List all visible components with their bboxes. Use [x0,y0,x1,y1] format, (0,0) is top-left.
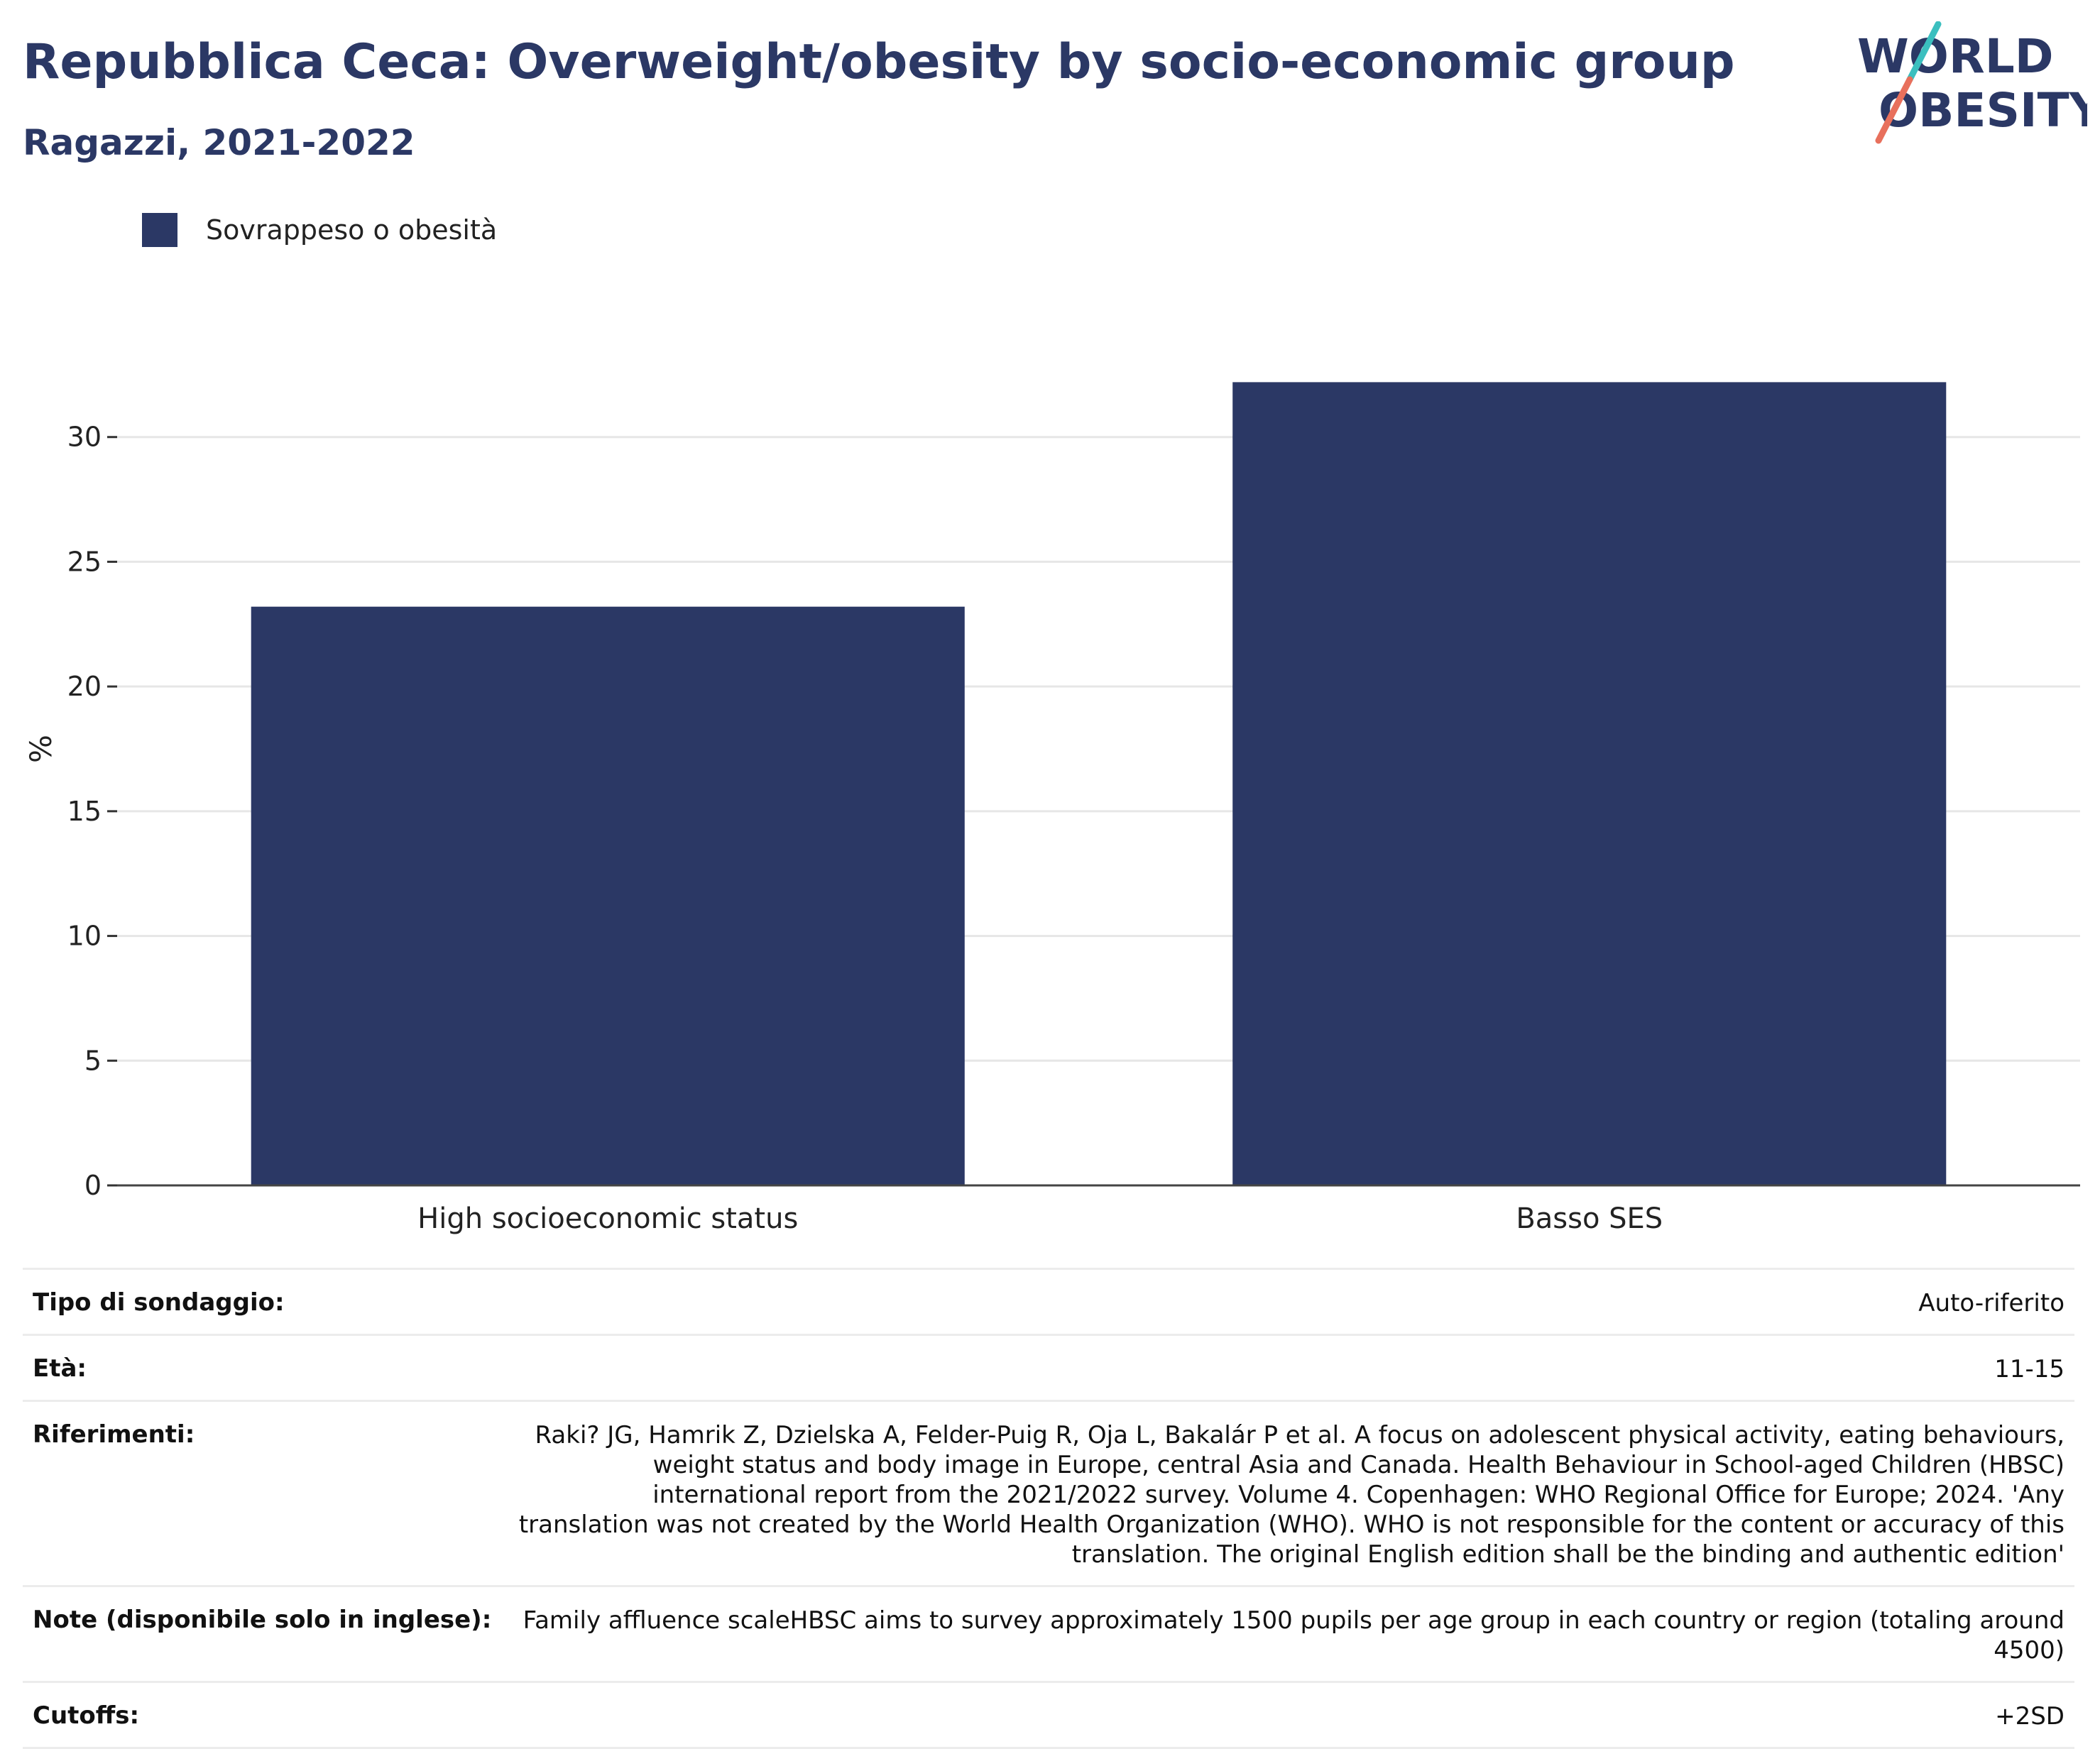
info-table: Tipo di sondaggio: Auto-riferito Età: 11… [23,1268,2074,1749]
y-tick-label: 5 [84,1045,102,1076]
bar-chart: 0 5 10 15 20 25 30% High socioeconomic status Ba… [23,382,2080,1235]
info-value: Raki? JG, Hamrik Z, Dzielska A, Felder-P… [518,1421,2065,1569]
x-tick-label: High socioeconomic status [417,1202,798,1235]
info-label: Tipo di sondaggio: [33,1288,285,1317]
legend-swatch [142,213,177,247]
info-row-references: Riferimenti: Raki? JG, Hamrik Z, Dzielsk… [23,1400,2074,1585]
y-tick-label: 20 [67,671,102,702]
info-value: Auto-riferito [1918,1289,2065,1317]
chart-title: Repubblica Ceca: Overweight/obesity by s… [23,34,1735,90]
info-row-survey-type: Tipo di sondaggio: Auto-riferito [23,1268,2074,1334]
info-row-notes: Note (disponibile solo in inglese): Fami… [23,1585,2074,1681]
logo-slash-top [1906,21,1942,83]
logo-text-world: WORLD [1857,29,2054,84]
chart-legend: Sovrappeso o obesità [142,212,497,248]
x-tick-label: Basso SES [1516,1202,1663,1235]
bar [1232,382,1947,1185]
info-label: Riferimenti: [33,1420,195,1449]
y-axis-label: % [23,735,58,763]
info-value: +2SD [1995,1702,2065,1731]
info-label: Note (disponibile solo in inglese): [33,1606,492,1634]
y-tick-label: 0 [84,1170,102,1201]
logo-text-obesity: OBESITY [1878,83,2087,138]
y-tick-label: 15 [67,796,102,827]
bar [251,606,965,1185]
info-row-age: Età: 11-15 [23,1334,2074,1400]
world-obesity-logo: WORLD OBESITY [1857,21,2087,144]
legend-label: Sovrappeso o obesità [206,214,498,246]
y-tick-label: 10 [67,921,102,952]
info-value: 11-15 [1994,1355,2065,1383]
y-tick-label: 30 [67,422,102,453]
info-row-cutoffs: Cutoffs: +2SD [23,1681,2074,1749]
y-tick-label: 25 [67,546,102,577]
info-value: Family affluence scaleHBSC aims to surve… [523,1606,2065,1665]
info-label: Cutoffs: [33,1701,140,1730]
chart-subtitle: Ragazzi, 2021-2022 [23,122,415,163]
logo-slash-bottom [1875,76,1913,144]
info-label: Età: [33,1354,87,1383]
